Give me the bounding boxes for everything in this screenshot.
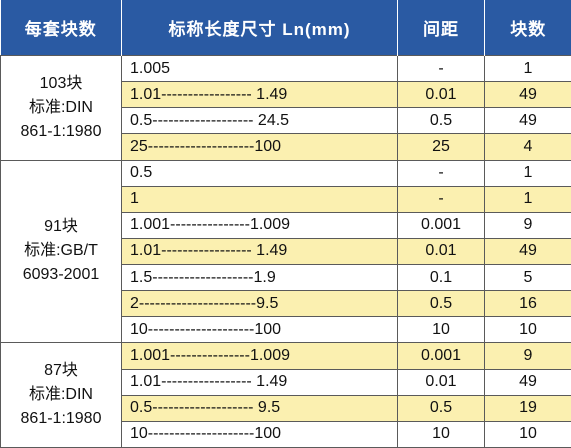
nominal-size-cell: 0.5------------------- 9.5 bbox=[121, 394, 398, 422]
step-cell: 0.001 bbox=[397, 211, 485, 239]
step-cell: 0.01 bbox=[397, 368, 485, 396]
set-standard: 标准:DIN bbox=[28, 386, 93, 404]
table-row: 1.5-------------------1.9 0.1 5 bbox=[1, 263, 571, 292]
step-cell: 0.001 bbox=[397, 342, 485, 370]
nominal-size-cell: 1.001---------------1.009 bbox=[121, 342, 398, 370]
table-body: 103块 标准:DIN 861-1:1980 1.005-1 1.01---------… bbox=[0, 54, 571, 448]
set-group-cell: 103块标准:DIN 861-1:1980 bbox=[0, 55, 122, 161]
set-count: 91块 bbox=[44, 218, 78, 236]
nominal-size-cell: 1.01----------------- 1.49 bbox=[121, 81, 398, 109]
set-count: 87块 bbox=[44, 362, 78, 380]
step-cell: 0.1 bbox=[397, 263, 485, 292]
quantity-cell: 49 bbox=[484, 107, 571, 135]
nominal-size-cell: 10--------------------100 bbox=[121, 420, 398, 448]
step-cell: 0.5 bbox=[397, 290, 485, 318]
set-standard-number: 861-1:1980 bbox=[20, 122, 102, 140]
quantity-cell: 49 bbox=[484, 237, 571, 266]
header-row: 每套块数 标称长度尺寸 Ln(mm) 间距 块数 bbox=[0, 0, 571, 56]
step-cell: 0.5 bbox=[397, 394, 485, 422]
quantity-cell: 1 bbox=[484, 159, 571, 187]
set-standard-number: 861-1:1980 bbox=[20, 410, 102, 428]
nominal-size-cell: 1.01----------------- 1.49 bbox=[121, 237, 398, 266]
set-group-cell: 91块标准:GB/T 6093-2001 bbox=[0, 159, 122, 344]
step-cell: 0.01 bbox=[397, 81, 485, 109]
set-standard: 标准:DIN bbox=[28, 98, 93, 116]
header-step: 间距 bbox=[397, 0, 485, 56]
nominal-size-cell: 0.5------------------- 24.5 bbox=[121, 107, 398, 135]
nominal-size-cell: 1.01----------------- 1.49 bbox=[121, 368, 398, 396]
table-row: 10--------------------100 10 10 bbox=[1, 316, 571, 344]
step-cell: - bbox=[397, 185, 485, 213]
nominal-size-cell: 0.5 bbox=[121, 159, 398, 187]
table-row: 2----------------------9.5 0.5 16 bbox=[1, 290, 571, 318]
header-set-count: 每套块数 bbox=[0, 0, 122, 56]
nominal-size-cell: 1.001---------------1.009 bbox=[121, 211, 398, 239]
step-cell: - bbox=[397, 54, 485, 83]
set-count: 103块 bbox=[39, 74, 83, 92]
step-cell: 25 bbox=[397, 133, 485, 161]
table-row: 10--------------------100 10 10 bbox=[1, 420, 571, 448]
header-nominal-length: 标称长度尺寸 Ln(mm) bbox=[121, 0, 398, 56]
set-standard: 标准:GB/T bbox=[24, 242, 98, 260]
table-row: 25--------------------100 25 4 bbox=[1, 133, 571, 161]
set-group-cell: 87块标准:DIN 861-1:1980 bbox=[0, 342, 122, 448]
table-row: 1.01----------------- 1.49 0.01 49 bbox=[1, 81, 571, 109]
quantity-cell: 9 bbox=[484, 211, 571, 239]
table-row: 87块标准:DIN 861-1:1980 1.001---------------1… bbox=[0, 342, 571, 448]
nominal-size-cell: 1.5-------------------1.9 bbox=[121, 263, 398, 292]
table-row: 1.01----------------- 1.49 0.01 49 bbox=[1, 368, 571, 396]
quantity-cell: 1 bbox=[484, 185, 571, 213]
table-row: 1.001---------------1.009 0.001 9 bbox=[1, 211, 571, 239]
step-cell: 10 bbox=[397, 420, 485, 448]
quantity-cell: 49 bbox=[484, 368, 571, 396]
quantity-cell: 5 bbox=[484, 263, 571, 292]
table-row: 0.5------------------- 9.5 0.5 19 bbox=[1, 394, 571, 422]
step-cell: 10 bbox=[397, 316, 485, 344]
step-cell: - bbox=[397, 159, 485, 187]
quantity-cell: 9 bbox=[484, 342, 571, 370]
nominal-size-cell: 10--------------------100 bbox=[121, 316, 398, 344]
quantity-cell: 4 bbox=[484, 133, 571, 161]
set-standard-number: 6093-2001 bbox=[22, 266, 100, 284]
nominal-size-cell: 1 bbox=[121, 185, 398, 213]
quantity-cell: 1 bbox=[484, 54, 571, 83]
quantity-cell: 49 bbox=[484, 81, 571, 109]
step-cell: 0.5 bbox=[397, 107, 485, 135]
nominal-size-cell: 2----------------------9.5 bbox=[121, 290, 398, 318]
nominal-size-cell: 25--------------------100 bbox=[121, 133, 398, 161]
step-cell: 0.01 bbox=[397, 237, 485, 266]
quantity-cell: 19 bbox=[484, 394, 571, 422]
table-row: 91块 标准:GB/T 6093-2001 0.5-1 bbox=[0, 159, 571, 344]
quantity-cell: 10 bbox=[484, 420, 571, 448]
header-quantity: 块数 bbox=[484, 0, 571, 56]
nominal-size-cell: 1.005 bbox=[121, 54, 398, 83]
quantity-cell: 16 bbox=[484, 290, 571, 318]
quantity-cell: 10 bbox=[484, 316, 571, 344]
table-row: 103块标准:DIN 861-1:1980 1.005-1 bbox=[0, 54, 571, 161]
table-row: 0.5------------------- 24.5 0.5 49 bbox=[1, 107, 571, 135]
